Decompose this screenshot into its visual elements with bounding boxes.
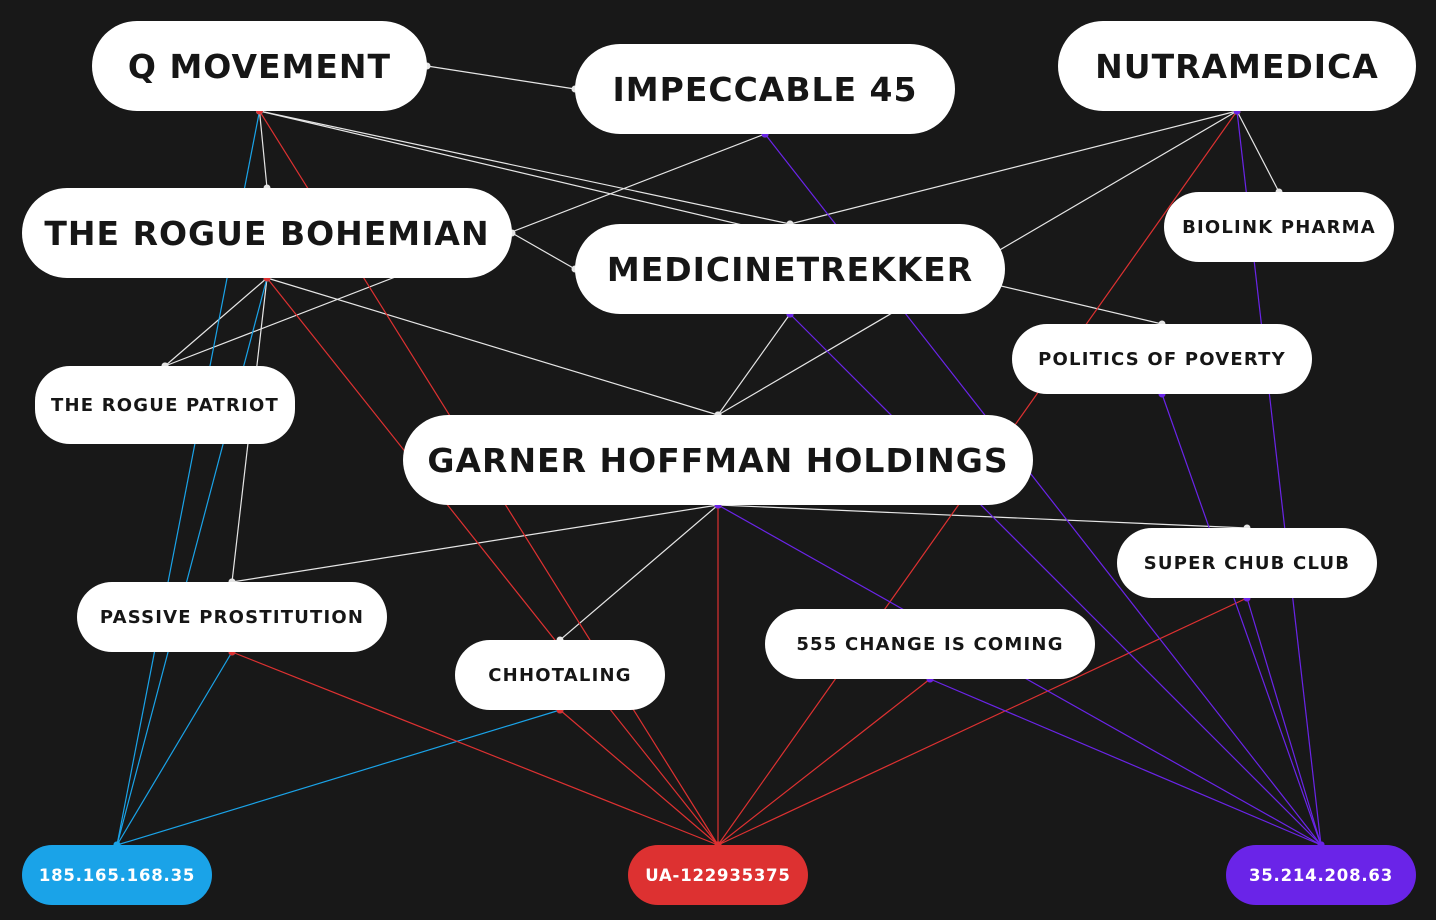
edge-nutramedica-to-biolink-pharma (1236, 110, 1280, 193)
node-garner-hoffman-holdings[interactable]: GARNER HOFFMAN HOLDINGS (403, 415, 1033, 505)
edge-rogue-bohemian-to-garner-hoffman (266, 277, 719, 416)
edge-rogue-bohemian-to-rogue-patriot (164, 277, 268, 367)
node-chhotaling[interactable]: CHHOTALING (455, 640, 665, 710)
edge-q-movement-to-impeccable-45 (426, 65, 576, 90)
edge-change-is-coming-to-ip-purple (929, 678, 1322, 846)
node-medicinetrekker[interactable]: MEDICINETREKKER (575, 224, 1005, 314)
node-nutramedica[interactable]: NUTRAMEDICA (1058, 21, 1416, 111)
edge-change-is-coming-to-ua-code (717, 678, 931, 846)
node-politics-of-poverty[interactable]: POLITICS OF POVERTY (1012, 324, 1312, 394)
edge-nutramedica-to-medicinetrekker (789, 110, 1238, 225)
edge-super-chub-club-to-ua-code (717, 597, 1248, 846)
tag-analytics-ua-122935375[interactable]: UA-122935375 (628, 845, 808, 905)
edge-garner-hoffman-to-chhotaling (559, 504, 719, 641)
node-biolink-pharma[interactable]: BIOLINK PHARMA (1164, 192, 1394, 262)
node-super-chub-club[interactable]: SUPER CHUB CLUB (1117, 528, 1377, 598)
edge-q-movement-to-rogue-bohemian (258, 110, 268, 189)
node-555-change-is-coming[interactable]: 555 CHANGE IS COMING (765, 609, 1095, 679)
edge-chhotaling-to-ip-blue (116, 709, 561, 846)
edge-politics-of-poverty-to-ip-purple (1161, 393, 1322, 846)
edge-super-chub-club-to-ip-purple (1246, 597, 1322, 846)
node-passive-prostitution[interactable]: PASSIVE PROSTITUTION (77, 582, 387, 652)
edge-q-movement-to-medicinetrekker (259, 110, 791, 225)
node-the-rogue-patriot[interactable]: THE ROGUE PATRIOT (35, 366, 295, 444)
edge-rogue-bohemian-to-medicinetrekker (511, 232, 576, 270)
node-impeccable-45[interactable]: IMPECCABLE 45 (575, 44, 955, 134)
node-the-rogue-bohemian[interactable]: THE ROGUE BOHEMIAN (22, 188, 512, 278)
edge-medicinetrekker-to-garner-hoffman (717, 313, 791, 416)
edge-garner-hoffman-to-passive-prostitution (231, 504, 719, 583)
edge-rogue-bohemian-to-ua-code (266, 277, 719, 846)
node-q-movement[interactable]: Q MOVEMENT (92, 21, 427, 111)
edge-garner-hoffman-to-super-chub-club (717, 504, 1248, 529)
edge-q-movement-to-politics-of-poverty (259, 110, 1163, 325)
edge-passive-prostitution-to-ip-blue (116, 651, 233, 846)
tag-ip-185-165-168-35[interactable]: 185.165.168.35 (22, 845, 212, 905)
edge-chhotaling-to-ua-code (559, 709, 719, 846)
edge-medicinetrekker-to-ip-purple (789, 313, 1322, 846)
tag-ip-35-214-208-63[interactable]: 35.214.208.63 (1226, 845, 1416, 905)
edge-passive-prostitution-to-ua-code (231, 651, 719, 846)
edge-rogue-bohemian-to-ip-blue (116, 277, 268, 846)
